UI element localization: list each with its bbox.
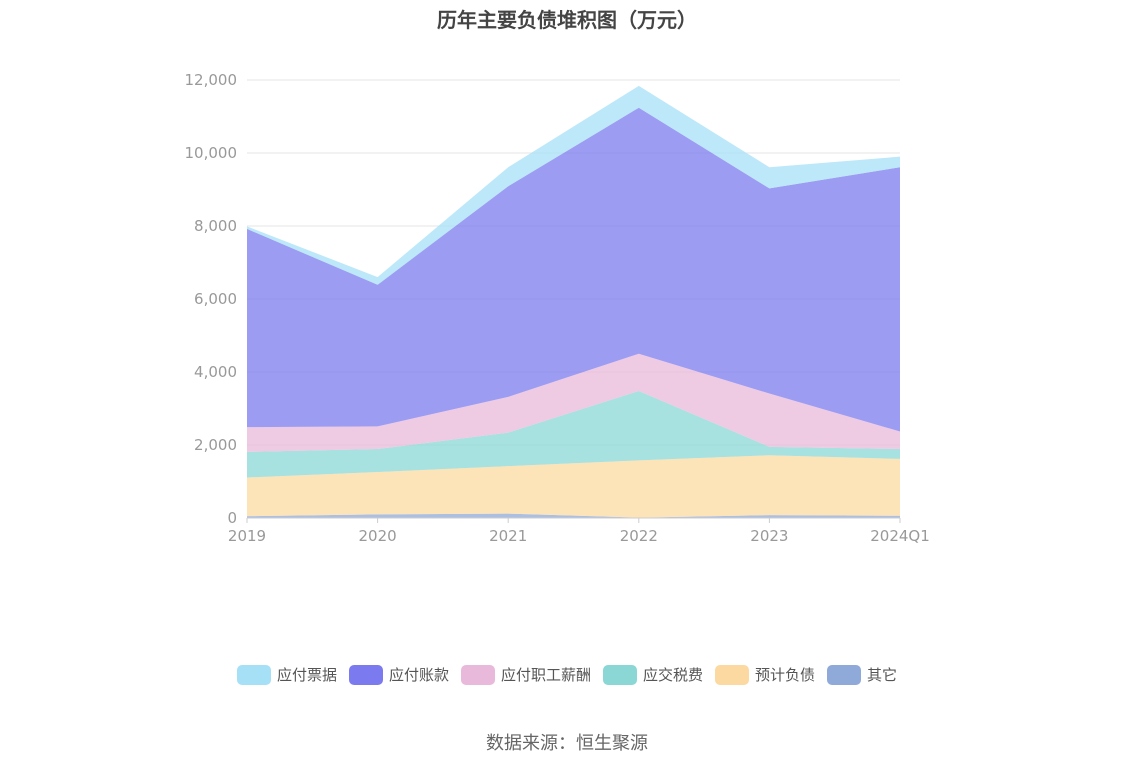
x-tick-label: 2024Q1 [870,527,930,545]
legend-swatch [603,664,637,685]
area-series-layer [247,85,900,518]
legend-label: 应交税费 [643,666,704,684]
x-tick-label: 2020 [359,527,397,545]
legend-label: 预计负债 [755,666,816,684]
legend-swatch [715,664,750,685]
legend-label: 其它 [867,666,898,684]
legend-item-notes-payable[interactable]: 应付票据 [236,664,337,685]
legend-label: 应付职工薪酬 [500,666,591,684]
area-series-其它 [247,513,900,518]
legend-swatch [236,664,271,685]
y-tick-label: 0 [227,509,237,527]
axes: 0 2,000 4,000 6,000 8,000 10,000 12,000 2019 202… [185,71,930,545]
area-series-应付账款 [247,107,900,432]
legend-swatch [460,664,495,685]
x-tick-label: 2021 [489,527,527,545]
y-tick-label: 12,000 [185,71,238,89]
y-tick-label: 2,000 [194,436,237,454]
legend-item-payroll-payable[interactable]: 应付职工薪酬 [460,664,591,685]
legend: 应付票据 应付账款 应付职工薪酬 应交税费 预计负债 其它 [0,664,1134,685]
legend-label: 应付账款 [388,666,449,684]
legend-label: 应付票据 [276,666,337,684]
legend-swatch [827,664,862,685]
y-tick-label: 6,000 [194,290,237,308]
legend-item-provisions[interactable]: 预计负债 [715,664,815,685]
area-series-应付票据 [247,85,900,285]
legend-item-other[interactable]: 其它 [827,664,897,685]
y-tick-label: 10,000 [185,144,238,162]
area-series-预计负债 [247,455,900,518]
y-tick-label: 4,000 [194,363,237,381]
x-tick-label: 2022 [620,527,658,545]
chart-title: 历年主要负债堆积图（万元） [437,8,697,32]
legend-item-taxes-payable[interactable]: 应交税费 [603,664,703,685]
area-series-应付职工薪酬 [247,353,900,452]
area-series-应交税费 [247,390,900,478]
legend-swatch [348,664,383,685]
x-tick-label: 2019 [228,527,266,545]
y-tick-label: 8,000 [194,217,237,235]
x-tick-label: 2023 [750,527,788,545]
legend-item-accounts-payable[interactable]: 应付账款 [348,664,449,685]
data-source-note: 数据来源：恒生聚源 [486,733,648,754]
